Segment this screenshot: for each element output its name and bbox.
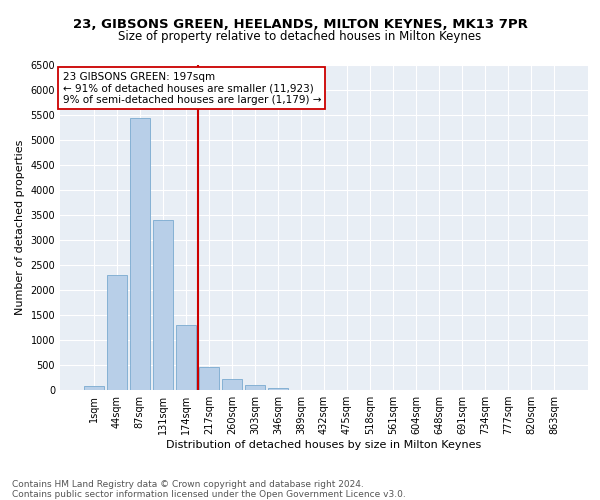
Text: Size of property relative to detached houses in Milton Keynes: Size of property relative to detached ho… — [118, 30, 482, 43]
Bar — [199, 366, 218, 390]
X-axis label: Distribution of detached houses by size in Milton Keynes: Distribution of detached houses by size … — [166, 440, 482, 450]
Bar — [84, 386, 104, 390]
Bar — [245, 385, 265, 390]
Bar — [153, 220, 173, 390]
Bar — [107, 275, 127, 390]
Text: 23 GIBSONS GREEN: 197sqm
← 91% of detached houses are smaller (11,923)
9% of sem: 23 GIBSONS GREEN: 197sqm ← 91% of detach… — [62, 72, 321, 104]
Bar — [268, 388, 288, 390]
Bar — [222, 379, 242, 390]
Text: 23, GIBSONS GREEN, HEELANDS, MILTON KEYNES, MK13 7PR: 23, GIBSONS GREEN, HEELANDS, MILTON KEYN… — [73, 18, 527, 30]
Bar — [176, 325, 196, 390]
Bar — [130, 118, 149, 390]
Y-axis label: Number of detached properties: Number of detached properties — [15, 140, 25, 315]
Text: Contains HM Land Registry data © Crown copyright and database right 2024.
Contai: Contains HM Land Registry data © Crown c… — [12, 480, 406, 499]
